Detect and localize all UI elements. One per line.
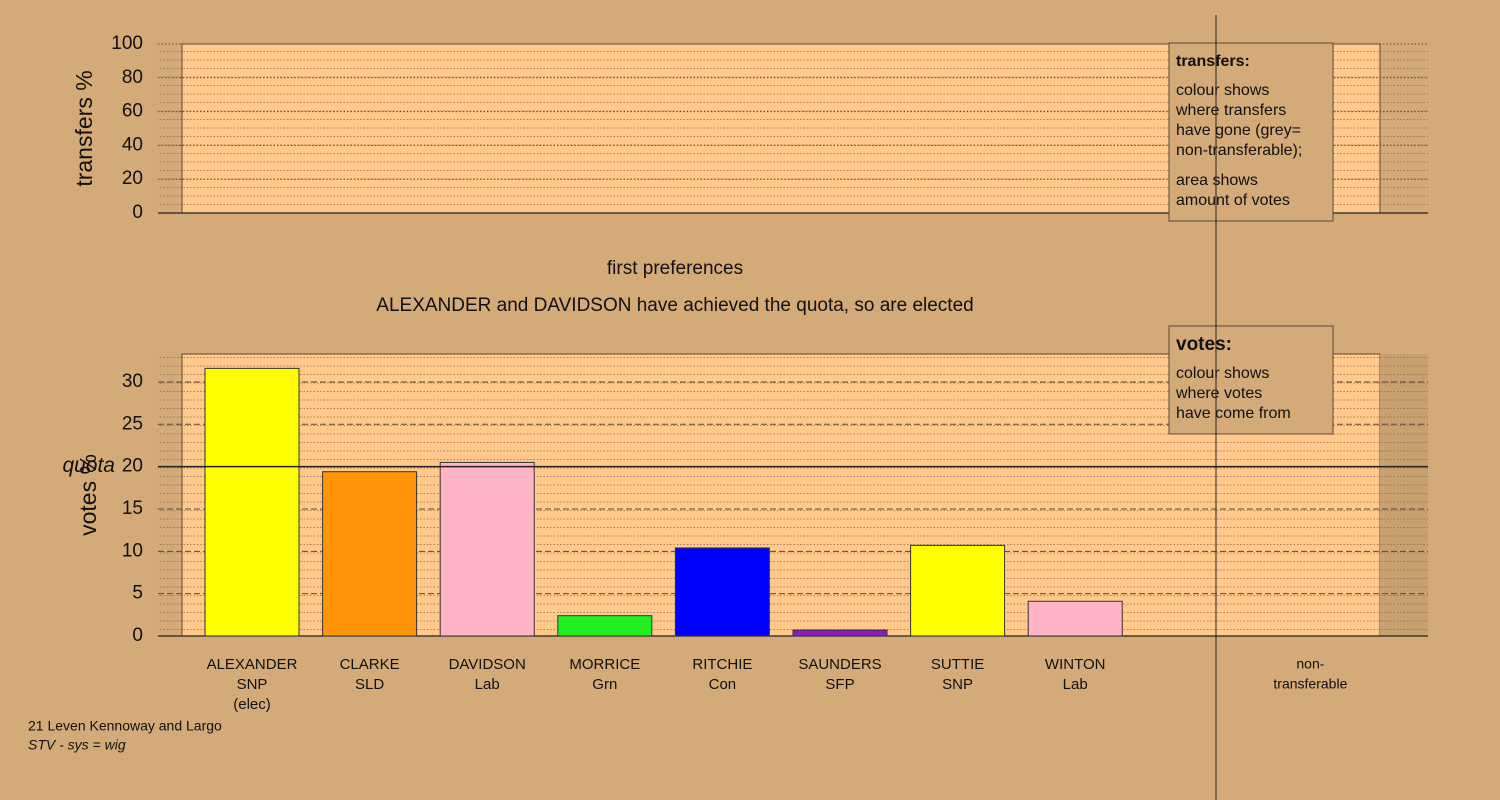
footer: 21 Leven Kennoway and Largo xyxy=(28,718,222,734)
legend-box xyxy=(1168,42,1334,222)
y-tick-label: 40 xyxy=(122,134,143,155)
y-tick-label: 100 xyxy=(111,33,143,54)
x-tick-label: SUTTIE xyxy=(931,656,984,673)
bar xyxy=(792,629,888,637)
x-tick-label: transferable xyxy=(1273,676,1347,692)
x-tick-label: SFP xyxy=(825,676,854,693)
legend-text: area shows xyxy=(1176,172,1258,189)
bar xyxy=(1027,600,1123,637)
x-tick-label: (elec) xyxy=(233,696,271,713)
y-axis-label: votes % xyxy=(75,454,101,536)
y-tick-label: 80 xyxy=(122,67,143,88)
legend-title: transfers: xyxy=(1176,53,1250,70)
y-tick-label: 10 xyxy=(122,540,143,561)
x-tick-label: WINTON xyxy=(1045,656,1106,673)
y-tick-label: 0 xyxy=(132,202,143,223)
legend-text: amount of votes xyxy=(1176,192,1290,209)
y-tick-label: 0 xyxy=(132,625,143,646)
y-tick-label: 60 xyxy=(122,101,143,122)
y-tick-label: 20 xyxy=(122,168,143,189)
legend-box xyxy=(1168,325,1334,435)
heading: first preferences xyxy=(607,258,743,279)
y-tick-label: 5 xyxy=(132,583,143,604)
x-tick-label: Lab xyxy=(475,676,500,693)
x-tick-label: RITCHIE xyxy=(692,656,752,673)
x-tick-label: non- xyxy=(1296,656,1324,672)
legend-title: votes: xyxy=(1176,334,1232,355)
x-tick-label: Grn xyxy=(592,676,617,693)
bar xyxy=(910,544,1006,637)
y-axis-label: transfers % xyxy=(71,70,97,186)
legend-text: have come from xyxy=(1176,405,1291,422)
y-tick-label: 20 xyxy=(122,456,143,477)
bar xyxy=(674,547,770,637)
x-tick-label: Con xyxy=(709,676,737,693)
bar xyxy=(204,367,300,637)
x-tick-label: ALEXANDER xyxy=(207,656,298,673)
y-tick-label: 25 xyxy=(122,413,143,434)
x-tick-label: CLARKE xyxy=(340,656,400,673)
legend-text: colour shows xyxy=(1176,365,1269,382)
bar xyxy=(557,615,653,637)
legend-text: colour shows xyxy=(1176,82,1269,99)
message: ALEXANDER and DAVIDSON have achieved the… xyxy=(376,295,973,316)
legend-text: where votes xyxy=(1175,385,1262,402)
y-tick-label: 30 xyxy=(122,371,143,392)
x-tick-label: Lab xyxy=(1063,676,1088,693)
legend-text: non-transferable); xyxy=(1176,142,1302,159)
x-tick-label: SAUNDERS xyxy=(798,656,881,673)
x-tick-label: MORRICE xyxy=(569,656,640,673)
bar xyxy=(322,471,418,637)
x-tick-label: SNP xyxy=(237,676,268,693)
quota-label: quota xyxy=(62,454,115,477)
bar xyxy=(439,461,535,637)
y-tick-label: 15 xyxy=(122,498,143,519)
footer: STV - sys = wig xyxy=(28,737,126,753)
legend-text: have gone (grey= xyxy=(1176,122,1301,139)
legend-text: where transfers xyxy=(1175,102,1286,119)
x-tick-label: DAVIDSON xyxy=(449,656,526,673)
x-tick-label: SLD xyxy=(355,676,384,693)
x-tick-label: SNP xyxy=(942,676,973,693)
